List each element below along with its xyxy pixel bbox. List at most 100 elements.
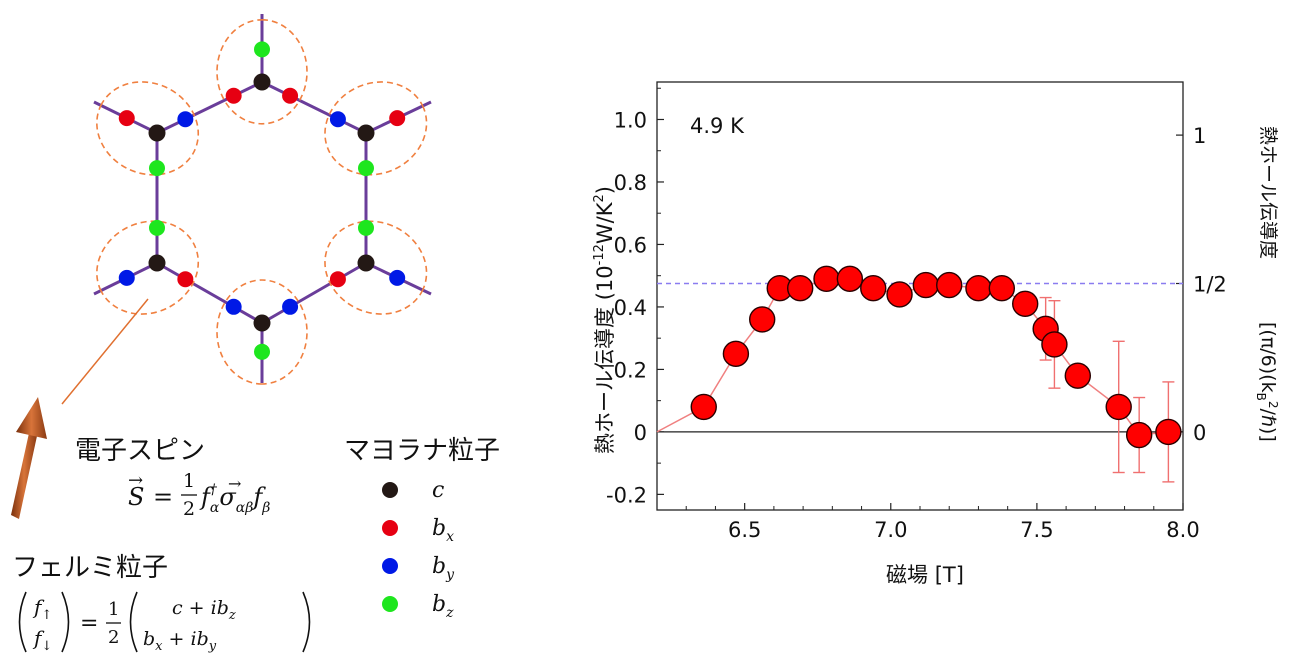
legend-label: c <box>432 478 444 503</box>
spin-arrow-shaft <box>11 433 37 519</box>
legend-marker <box>382 596 398 612</box>
lattice-bond <box>156 80 263 135</box>
x-tick-label: 7.0 <box>874 518 907 542</box>
lattice-bond <box>156 261 263 325</box>
cluster-outline <box>216 279 308 385</box>
fermion-block: フェルミ粒子 f↑ f↓ = 1 2 c + ibz bx + iby <box>12 553 311 654</box>
majorana-site <box>358 219 374 236</box>
majorana-site <box>254 41 270 58</box>
y-tick-label: 1.0 <box>614 108 647 132</box>
spin-eq-half-den: 2 <box>183 498 195 520</box>
majorana-site-c <box>357 254 375 272</box>
majorana-site <box>389 269 406 286</box>
spin-lattice-diagram <box>93 14 432 385</box>
majorana-site <box>329 271 346 288</box>
data-point <box>886 281 913 308</box>
cluster-outline <box>96 220 200 315</box>
data-point <box>988 274 1016 302</box>
majorana-site <box>329 111 346 128</box>
majorana-legend: マヨラナ粒子 c bx by bz <box>344 436 500 621</box>
x-tick-label: 6.5 <box>728 518 761 542</box>
cluster-outline <box>324 220 428 315</box>
data-point <box>912 271 940 299</box>
majorana-site-c <box>253 73 271 91</box>
spin-arrow-icon <box>11 298 149 519</box>
cluster-outline <box>324 81 428 176</box>
spin-arrow-head <box>16 397 47 439</box>
data-point <box>860 274 887 302</box>
y-axis-label: 熱ホール伝導度 (10-12W/K2) <box>592 186 617 454</box>
lattice-sites <box>118 41 406 360</box>
x-tick-label: 7.5 <box>1020 518 1053 542</box>
chart-axes <box>656 81 1184 511</box>
y-tick-label: -0.2 <box>606 483 647 507</box>
legend-label: bx <box>432 516 454 545</box>
majorana-site <box>282 87 299 104</box>
fermion-eq-half-den: 2 <box>108 627 119 648</box>
fermion-rhs-top: c + ibz <box>172 597 236 623</box>
legend-marker <box>382 520 398 536</box>
data-point <box>836 265 864 293</box>
fermion-eq-equals: = <box>80 611 98 636</box>
majorana-site <box>282 298 299 315</box>
y-tick-label: 0.2 <box>614 358 647 382</box>
majorana-site <box>389 110 406 127</box>
fermion-equation: f↑ f↓ = 1 2 c + ibz bx + iby <box>18 591 311 654</box>
fermion-eq-half-num: 1 <box>108 599 119 620</box>
spin-eq-equals: = <box>153 483 173 511</box>
data-point <box>690 393 717 421</box>
spin-eq-rhs: f† ασαβfβ <box>199 482 270 516</box>
electron-spin-block: 電子スピン S → = 1 2 f† ασαβfβ → <box>75 436 270 520</box>
data-point <box>786 274 814 302</box>
y-tick-label: 0.8 <box>614 171 647 195</box>
majorana-site-c <box>148 254 166 272</box>
legend-label: by <box>432 554 455 583</box>
data-point <box>1155 418 1182 446</box>
lattice-bond <box>261 80 367 135</box>
data-point <box>1041 331 1068 358</box>
data-point <box>1064 362 1092 389</box>
fermion-rhs-left-paren <box>129 591 138 653</box>
chart-tick-labels: 6.5 7.0 7.5 8.0 -0.2 0 0.2 0.4 0.6 0.8 1.0 0 1/2 1 <box>606 108 1227 542</box>
y-tick-label: 0 <box>634 421 647 445</box>
data-point <box>1125 421 1153 449</box>
temperature-annotation: 4.9 K <box>690 114 745 138</box>
majorana-site <box>225 298 242 315</box>
fermion-f-up: f↑ <box>32 595 52 623</box>
spin-eq-lhs: S <box>128 483 144 511</box>
electron-spin-title: 電子スピン <box>75 436 205 466</box>
fermion-rhs-bottom: bx + iby <box>143 628 217 654</box>
y-tick-label: 0.4 <box>614 296 647 320</box>
majorana-site-c <box>253 314 271 332</box>
majorana-site <box>149 219 165 236</box>
majorana-site <box>177 111 194 128</box>
x-tick-label: 8.0 <box>1166 518 1199 542</box>
data-point <box>813 265 840 293</box>
fermion-f-down: f↓ <box>32 626 52 654</box>
fermion-lhs-right-paren <box>61 591 70 653</box>
cluster-outlines <box>96 19 428 385</box>
y-tick-label: 0.6 <box>614 233 647 257</box>
majorana-title: マヨラナ粒子 <box>344 436 500 466</box>
data-point <box>965 274 992 302</box>
majorana-legend-items: c bx by bz <box>382 478 455 621</box>
right-axis-label: 熱ホール伝導度 <box>1257 126 1279 259</box>
pointer-line <box>61 298 149 405</box>
cluster-outline <box>96 81 200 176</box>
thermal-hall-chart: 6.5 7.0 7.5 8.0 -0.2 0 0.2 0.4 0.6 0.8 1.0 0 1/2 1 4.… <box>592 81 1280 587</box>
data-point <box>1105 393 1132 421</box>
spin-eq-vector-mark: → <box>128 470 143 491</box>
lattice-bond <box>261 261 367 325</box>
x-axis-label: 磁場 [T] <box>886 563 964 587</box>
spin-eq-sigma-vector-mark: → <box>228 474 241 493</box>
majorana-site <box>118 269 135 286</box>
majorana-site <box>118 110 135 127</box>
data-point <box>722 340 750 367</box>
majorana-site <box>225 87 242 104</box>
majorana-site-c <box>148 124 166 142</box>
data-point <box>936 271 963 299</box>
legend-marker <box>382 558 398 574</box>
majorana-site <box>254 343 270 360</box>
spin-equation: S → = 1 2 f† ασαβfβ → <box>128 470 270 520</box>
